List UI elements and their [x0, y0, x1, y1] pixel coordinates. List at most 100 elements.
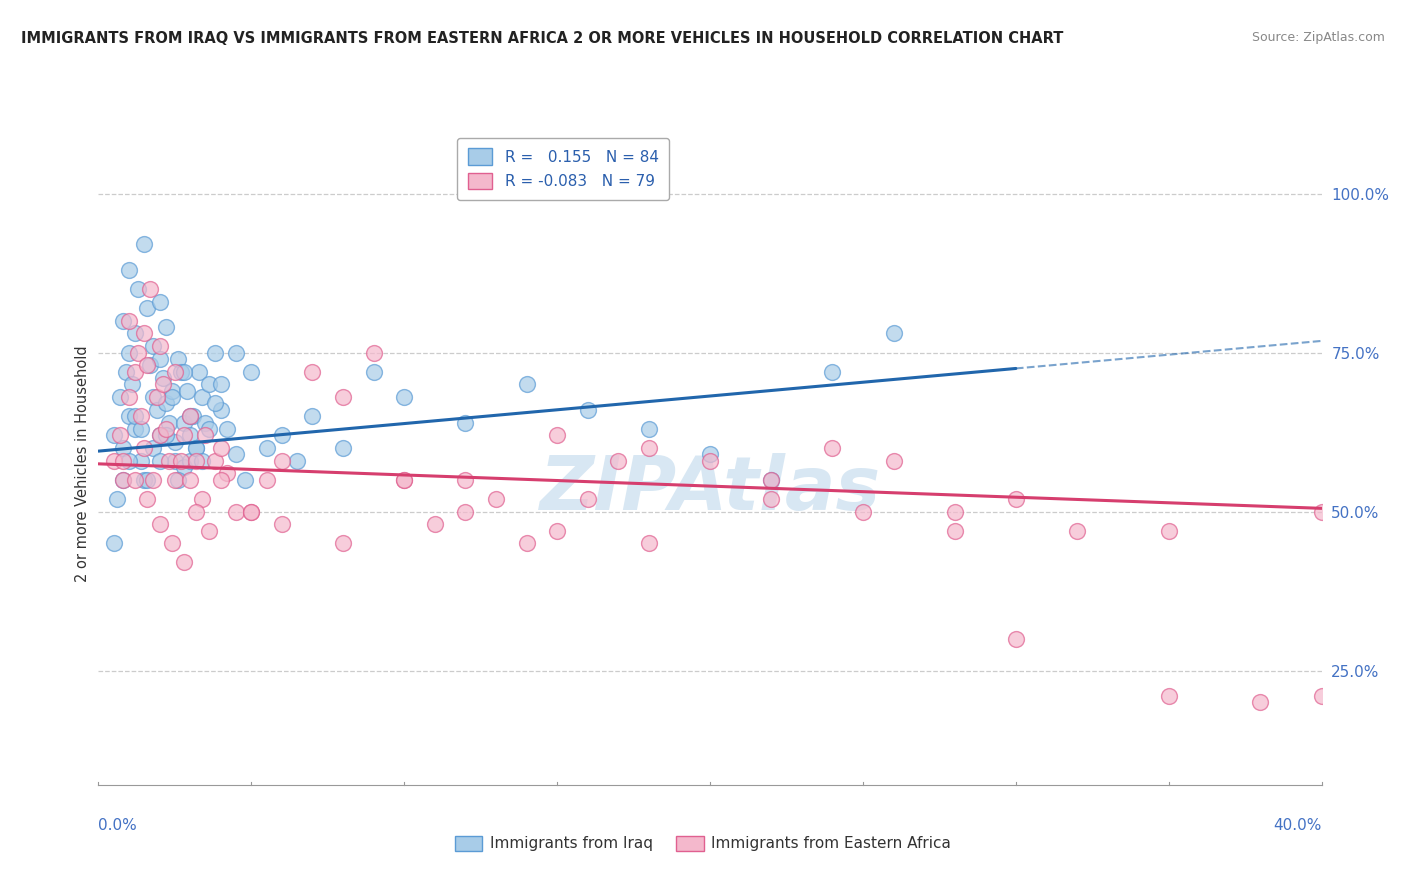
Point [1310, 504, 1333, 518]
Point [139, 359, 162, 373]
Point [204, 396, 226, 410]
Point [127, 345, 149, 359]
Point [173, 416, 195, 430]
Point [108, 428, 131, 442]
Point [699, 447, 721, 461]
Y-axis label: 2 or more Vehicles in Household: 2 or more Vehicles in Household [75, 345, 90, 582]
Point [943, 504, 966, 518]
Point [1066, 524, 1088, 538]
Point [186, 504, 208, 518]
Point [883, 326, 905, 341]
Point [256, 473, 278, 487]
Point [332, 441, 354, 455]
Point [179, 473, 201, 487]
Point [1249, 695, 1271, 709]
Point [111, 314, 134, 328]
Point [170, 365, 193, 379]
Point [392, 473, 416, 487]
Point [179, 409, 201, 424]
Point [270, 428, 292, 442]
Point [759, 473, 782, 487]
Text: IMMIGRANTS FROM IRAQ VS IMMIGRANTS FROM EASTERN AFRICA 2 OR MORE VEHICLES IN HOU: IMMIGRANTS FROM IRAQ VS IMMIGRANTS FROM … [21, 31, 1063, 46]
Point [149, 517, 172, 532]
Point [155, 320, 177, 334]
Point [204, 453, 226, 467]
Point [129, 409, 152, 424]
Point [115, 365, 138, 379]
Point [134, 473, 156, 487]
Point [157, 453, 180, 467]
Text: 0.0%: 0.0% [98, 818, 138, 832]
Point [142, 473, 165, 487]
Point [1004, 632, 1026, 646]
Point [225, 447, 247, 461]
Point [943, 524, 966, 538]
Point [576, 491, 599, 506]
Point [270, 517, 292, 532]
Point [821, 365, 844, 379]
Point [136, 491, 159, 506]
Point [179, 409, 201, 424]
Point [103, 428, 125, 442]
Point [155, 396, 177, 410]
Point [363, 365, 385, 379]
Point [111, 473, 134, 487]
Point [1004, 491, 1026, 506]
Point [142, 339, 165, 353]
Point [160, 384, 183, 398]
Point [181, 409, 204, 424]
Point [139, 282, 162, 296]
Point [157, 416, 180, 430]
Point [194, 428, 217, 442]
Point [546, 428, 568, 442]
Point [852, 504, 875, 518]
Point [240, 504, 263, 518]
Point [129, 422, 152, 436]
Point [103, 536, 125, 550]
Point [240, 365, 263, 379]
Point [136, 473, 159, 487]
Point [194, 416, 217, 430]
Point [108, 390, 131, 404]
Point [285, 453, 308, 467]
Point [516, 536, 538, 550]
Point [186, 441, 208, 455]
Point [883, 453, 905, 467]
Point [173, 428, 195, 442]
Point [209, 377, 232, 392]
Point [301, 409, 323, 424]
Point [197, 422, 219, 436]
Point [111, 473, 134, 487]
Point [454, 416, 477, 430]
Point [759, 491, 782, 506]
Point [392, 473, 416, 487]
Point [149, 428, 172, 442]
Point [392, 390, 416, 404]
Point [167, 351, 190, 366]
Point [129, 453, 152, 467]
Point [186, 453, 208, 467]
Point [179, 428, 201, 442]
Point [191, 453, 214, 467]
Point [454, 504, 477, 518]
Point [111, 441, 134, 455]
Point [121, 377, 143, 392]
Point [136, 301, 159, 315]
Legend: R =   0.155   N = 84, R = -0.083   N = 79: R = 0.155 N = 84, R = -0.083 N = 79 [457, 137, 669, 200]
Point [142, 441, 165, 455]
Point [423, 517, 446, 532]
Point [191, 390, 214, 404]
Point [576, 402, 599, 417]
Point [225, 345, 247, 359]
Point [215, 467, 238, 481]
Point [256, 441, 278, 455]
Text: ZIPAtlas: ZIPAtlas [540, 453, 880, 526]
Point [105, 491, 128, 506]
Point [607, 453, 630, 467]
Point [209, 473, 232, 487]
Point [149, 453, 172, 467]
Point [516, 377, 538, 392]
Point [197, 377, 219, 392]
Point [152, 377, 174, 392]
Point [163, 434, 186, 449]
